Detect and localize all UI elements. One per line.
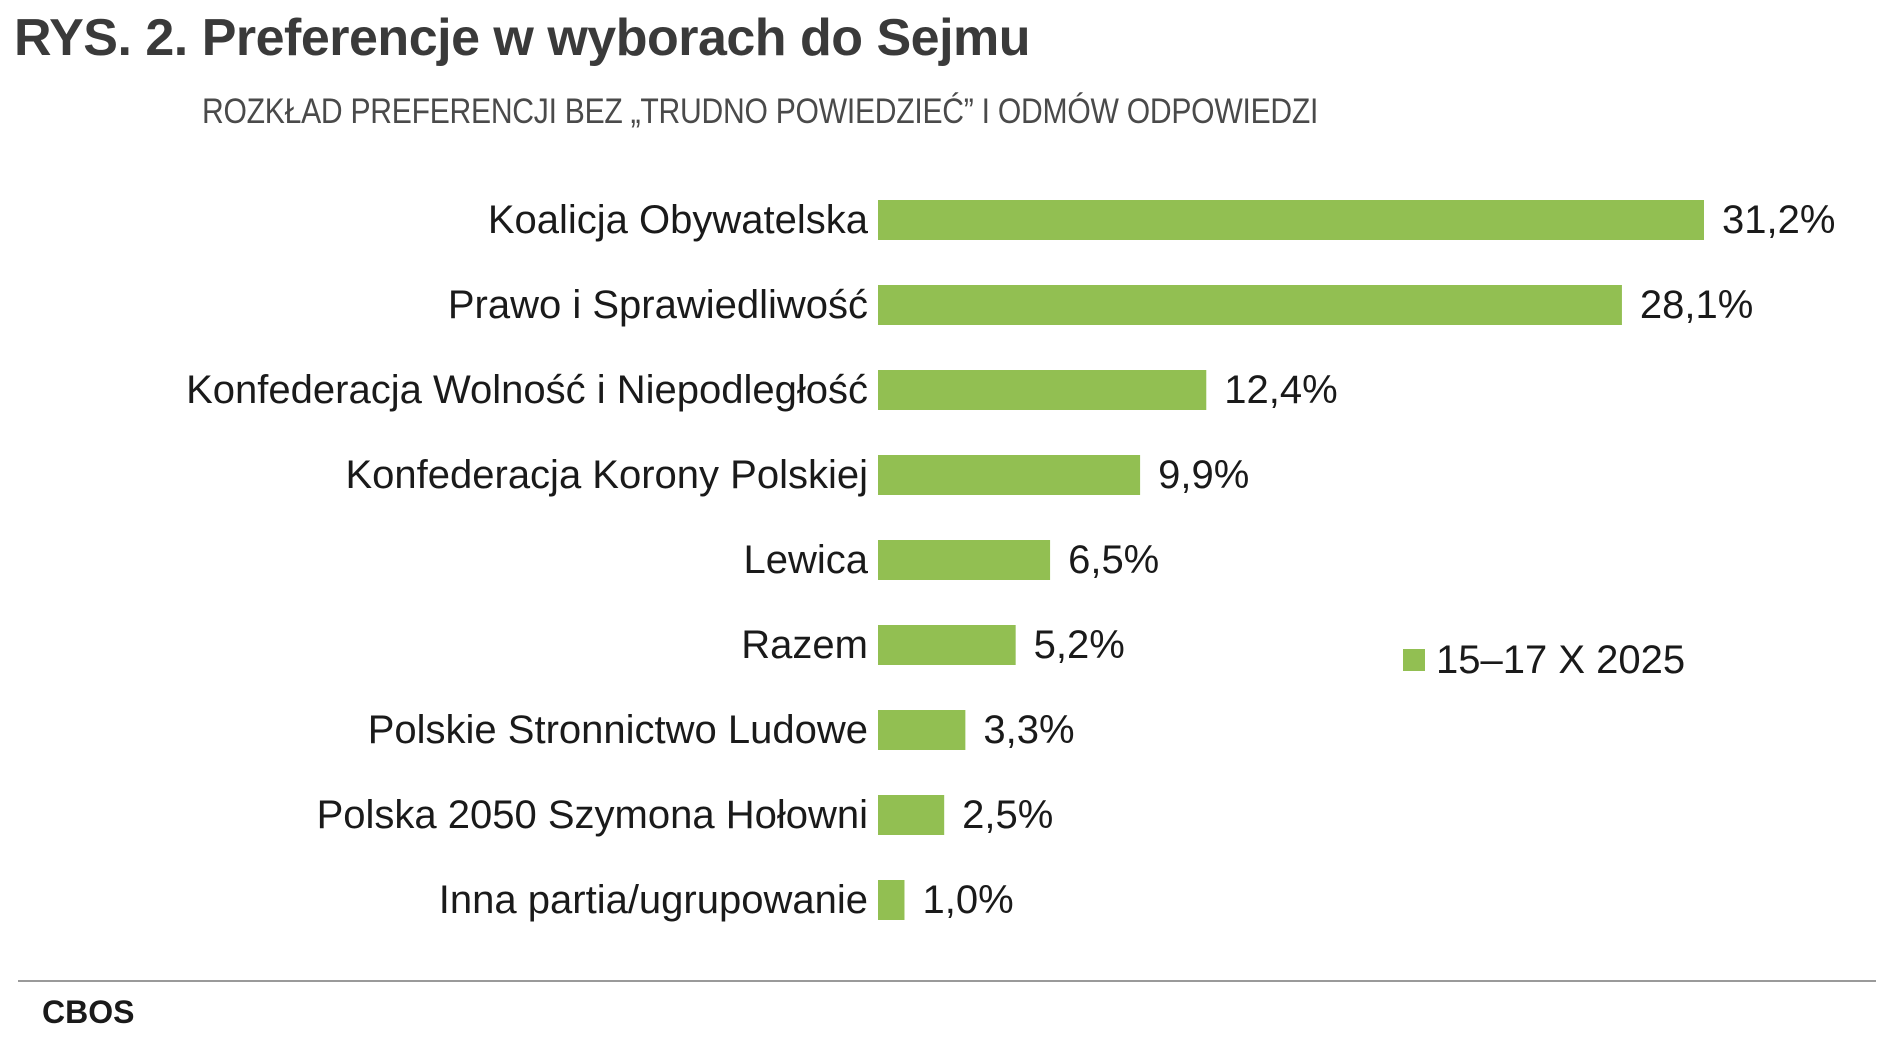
data-label: 12,4% (1224, 368, 1337, 412)
category-label: Razem (741, 623, 868, 667)
category-label: Konfederacja Korony Polskiej (345, 453, 868, 497)
category-label: Konfederacja Wolność i Niepodległość (186, 368, 868, 412)
bar (878, 285, 1622, 325)
bar (878, 795, 945, 835)
bar (878, 540, 1051, 580)
data-label: 9,9% (1158, 453, 1249, 497)
data-label: 3,3% (983, 708, 1074, 752)
data-label: 28,1% (1640, 283, 1753, 327)
bar (878, 625, 1016, 665)
legend-label: 15–17 X 2025 (1436, 638, 1685, 682)
chart-subtitle: ROZKŁAD PREFERENCJI BEZ „TRUDNO POWIEDZI… (202, 92, 1319, 131)
data-label: 5,2% (1034, 623, 1125, 667)
category-label: Polska 2050 Szymona Hołowni (317, 793, 868, 837)
category-label: Koalicja Obywatelska (488, 198, 869, 242)
source-label: CBOS (42, 994, 135, 1030)
category-label: Prawo i Sprawiedliwość (448, 283, 868, 327)
category-label: Inna partia/ugrupowanie (439, 878, 868, 922)
legend-swatch (1403, 649, 1425, 671)
data-label: 31,2% (1722, 198, 1835, 242)
data-label: 2,5% (962, 793, 1053, 837)
category-label: Polskie Stronnictwo Ludowe (368, 708, 868, 752)
data-label: 1,0% (922, 878, 1013, 922)
bar (878, 200, 1704, 240)
bar (878, 370, 1207, 410)
footer-divider (18, 980, 1876, 982)
data-label: 6,5% (1068, 538, 1159, 582)
bar (878, 880, 905, 920)
bar (878, 710, 966, 750)
bar (878, 455, 1141, 495)
chart-title: RYS. 2. Preferencje w wyborach do Sejmu (14, 9, 1031, 67)
category-label: Lewica (743, 538, 868, 582)
